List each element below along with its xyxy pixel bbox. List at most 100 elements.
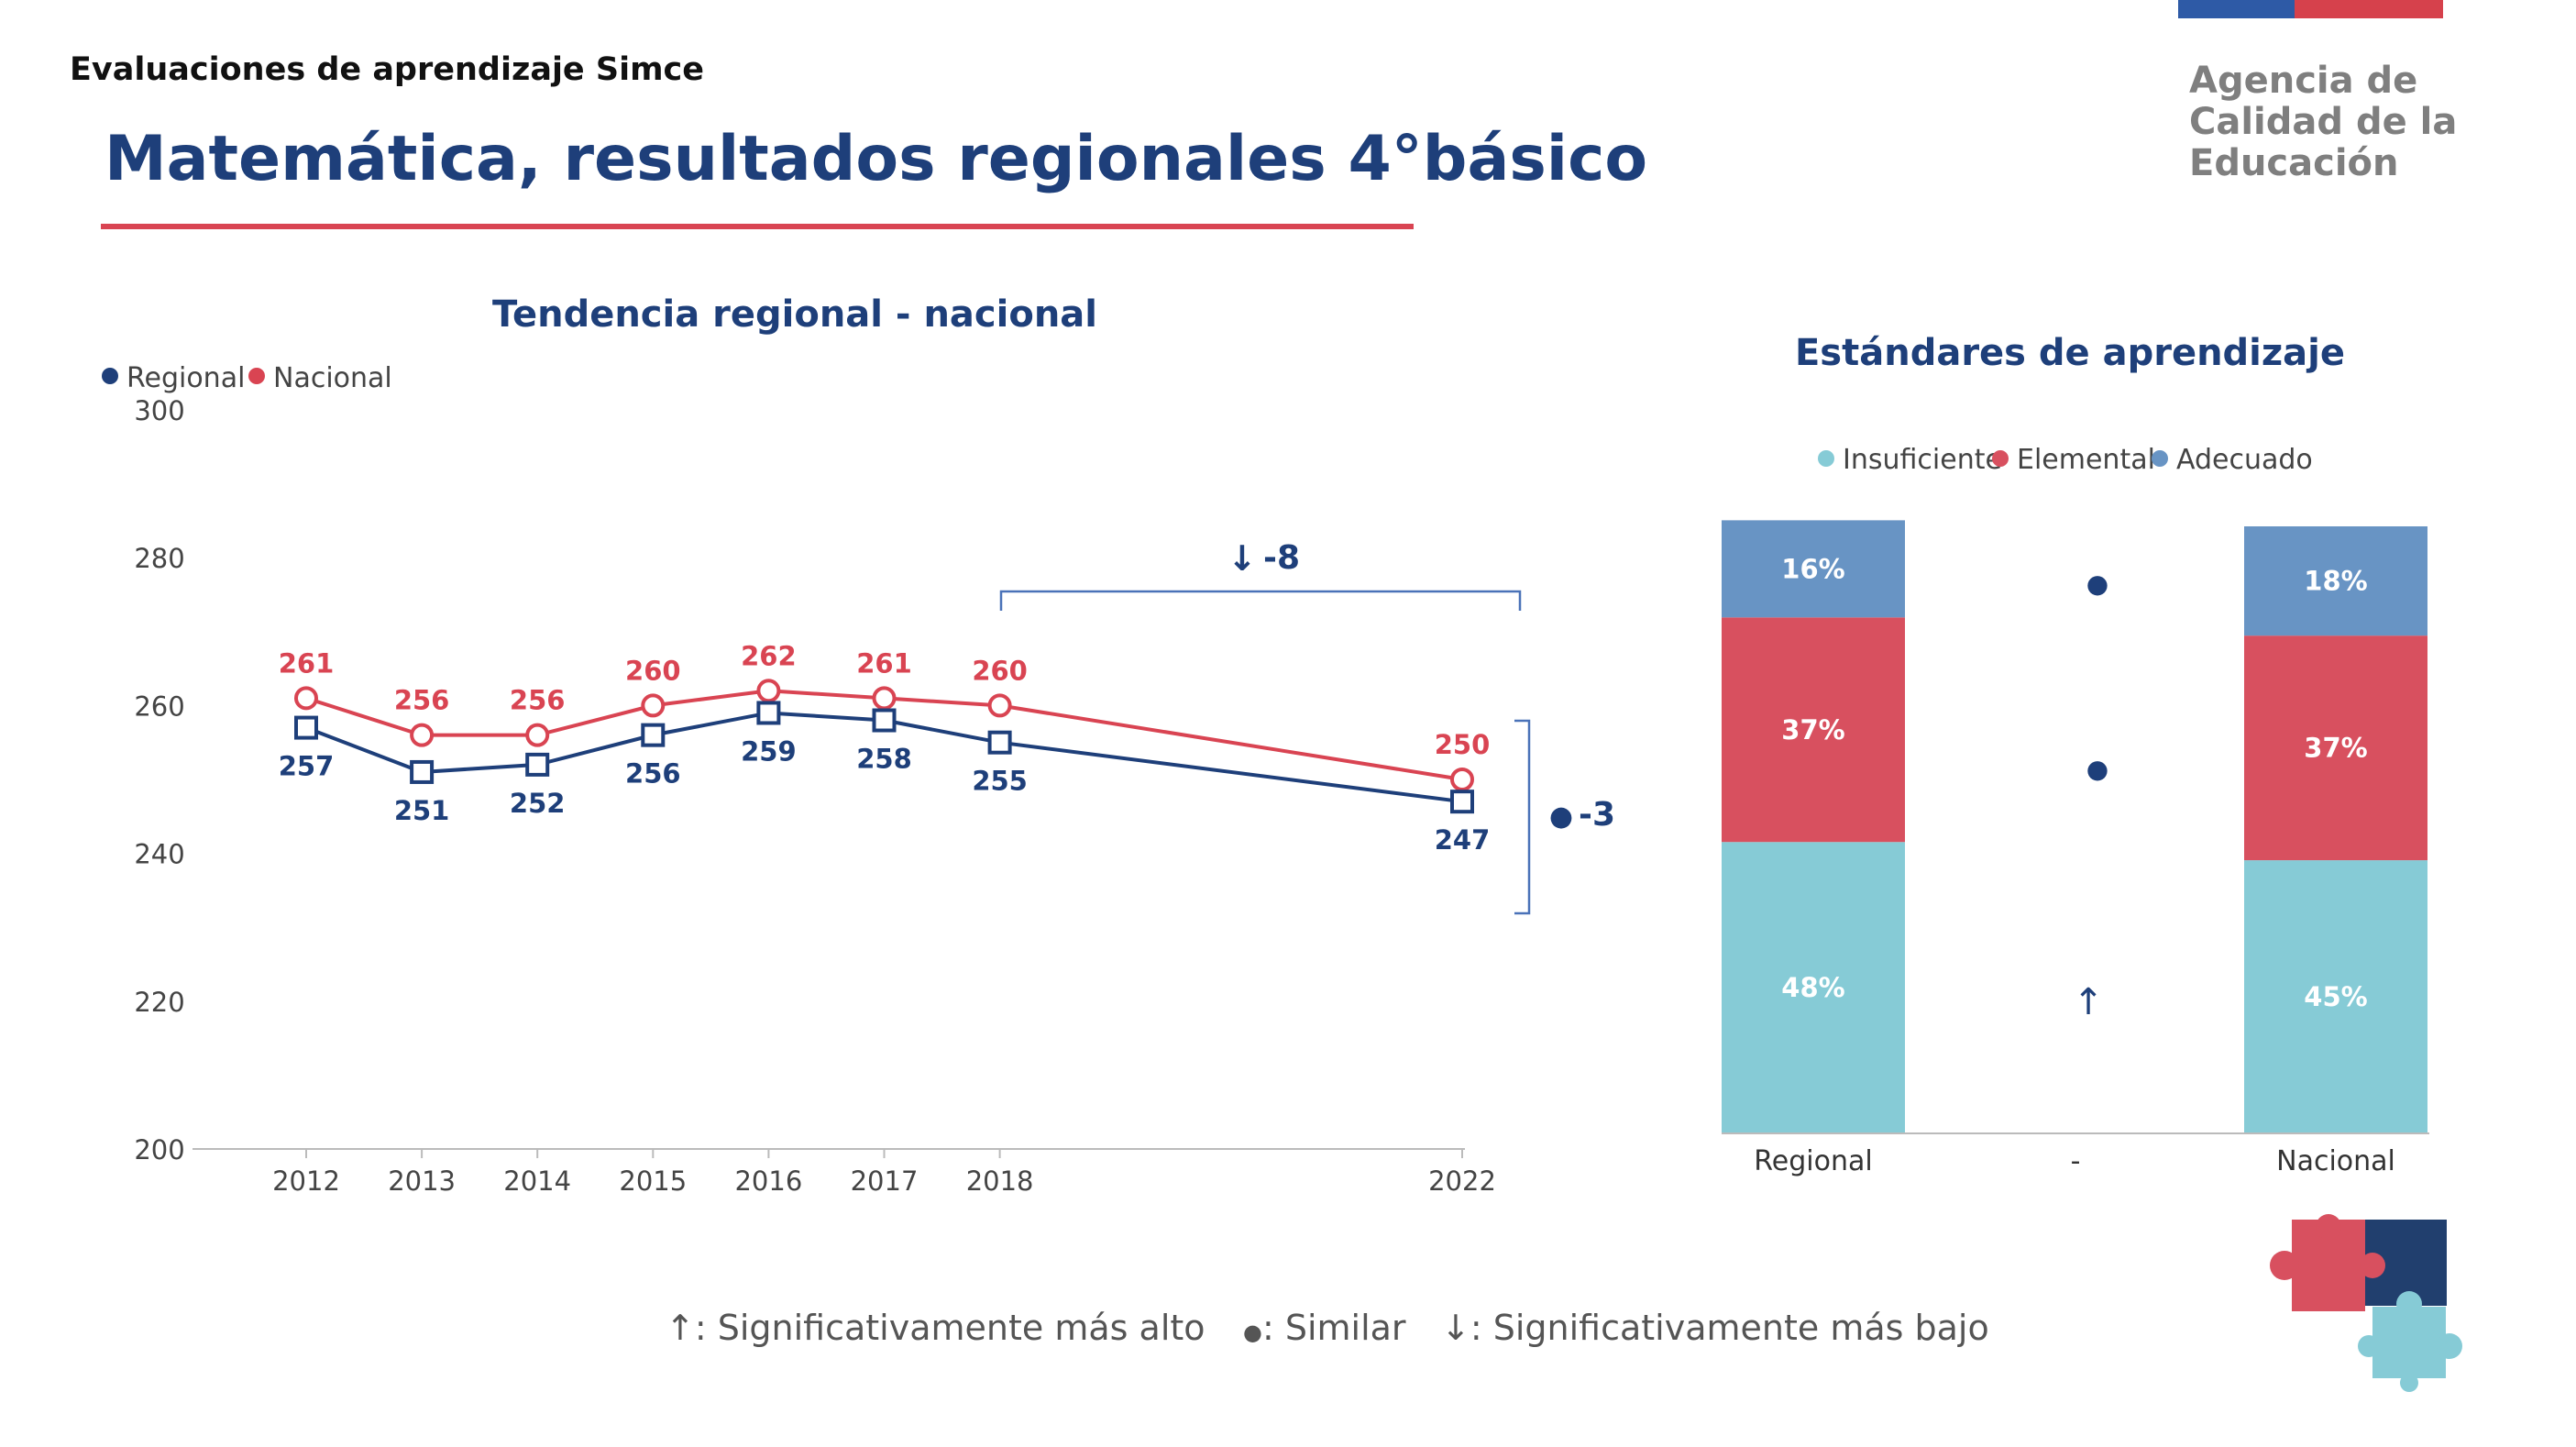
regional-point [294, 715, 318, 740]
legend-similar: ●: Similar [1243, 1308, 1406, 1348]
regional-points: 257 251 252 256 259 258 255 247 [279, 701, 1491, 856]
legend-similar-text: : Similar [1261, 1308, 1406, 1348]
change-bracket [999, 590, 1522, 611]
regional-data-label: 247 [1435, 824, 1491, 856]
trend-chart: Tendencia regional - nacional Regional N… [102, 293, 1615, 1197]
y-tick-label: 260 [134, 690, 184, 722]
nacional-point [641, 693, 666, 718]
standards-chart: Estándares de aprendizaje Insuficiente E… [1722, 332, 2429, 1177]
legend-elemental-dot [1992, 450, 2009, 467]
legend-adecuado-label: Adecuado [2176, 444, 2313, 476]
bar-category-labels: Regional - Nacional [1754, 1145, 2395, 1177]
legend-insuficiente-label: Insuficiente [1843, 444, 2002, 476]
significance-legend: ↑: Significativamente más alto ●: Simila… [0, 1308, 2576, 1353]
regional-data-label: 252 [510, 788, 566, 819]
regional-point [987, 730, 1012, 755]
y-tick-label: 300 [134, 395, 184, 426]
nacional-point [410, 723, 435, 747]
regional-line [305, 711, 1463, 804]
regional-data-label: 255 [972, 766, 1028, 797]
sig-adecuado: ● [2086, 569, 2108, 599]
gap-annotation: ● -3 [1514, 719, 1615, 915]
x-tick-label: 2016 [734, 1165, 802, 1197]
bar-data-label: 16% [1781, 553, 1844, 584]
regional-point [872, 708, 897, 733]
bar-data-label: 45% [2304, 981, 2367, 1012]
regional-data-label: 259 [741, 735, 797, 767]
bar-segment-insuficiente [2244, 860, 2427, 1133]
regional-point [410, 759, 435, 784]
standards-bars: 48% 37% 16% 45% 37% 18% [1722, 520, 2427, 1133]
legend-nacional-dot [248, 368, 265, 384]
page-title: Matemática, resultados regionales 4°bási… [105, 123, 1648, 195]
bar-category-label: - [2071, 1145, 2081, 1177]
sig-insuficiente: ↑ [2073, 981, 2104, 1023]
legend-adecuado-dot [2152, 450, 2168, 467]
dot-icon: ● [1243, 1320, 1262, 1345]
regional-data-label: 256 [625, 758, 681, 790]
legend-regional-dot [102, 368, 118, 384]
y-axis-ticks: 200 220 240 260 280 300 [134, 395, 184, 1165]
bar-category-label: Nacional [2276, 1145, 2395, 1177]
logo-line-3: Educación [2189, 142, 2399, 184]
regional-point [641, 723, 666, 747]
standards-legend: Insuficiente Elemental Adecuado [1818, 444, 2313, 476]
trend-chart-title: Tendencia regional - nacional [492, 293, 1097, 336]
title-underline [101, 224, 1414, 229]
gap-bracket [1514, 719, 1531, 915]
legend-nacional-label: Nacional [273, 362, 392, 394]
bar-category-label: Regional [1754, 1145, 1872, 1177]
change-annotation: ↓ -8 [999, 538, 1522, 611]
regional-point [525, 752, 550, 777]
legend-higher-text: : Significativamente más alto [694, 1308, 1205, 1348]
nacional-line [305, 689, 1463, 781]
y-tick-label: 200 [134, 1134, 184, 1165]
nacional-points: 261 256 256 260 262 261 260 250 [279, 640, 1490, 791]
legend-lower: ↓: Significativamente más bajo [1441, 1308, 1989, 1348]
nacional-point [872, 686, 897, 711]
regional-point [756, 701, 781, 725]
nacional-point [1450, 768, 1474, 791]
legend-higher: ↑: Significativamente más alto [666, 1308, 1205, 1348]
x-tick-label: 2013 [388, 1165, 456, 1197]
bar-segment-adecuado [2244, 526, 2427, 636]
x-axis-ticks: 2012 2013 2014 2015 2016 2017 2018 2022 [272, 1149, 1496, 1197]
nacional-data-label: 262 [741, 640, 797, 671]
nacional-point [756, 679, 781, 703]
x-tick-label: 2014 [503, 1165, 571, 1197]
legend-lower-text: : Significativamente más bajo [1470, 1308, 1989, 1348]
logo-line-2: Calidad de la [2189, 101, 2458, 143]
puzzle-icon [2270, 1214, 2462, 1392]
regional-data-label: 257 [279, 751, 335, 782]
standards-chart-title: Estándares de aprendizaje [1795, 332, 2345, 374]
gap-value: -3 [1579, 796, 1615, 834]
nacional-data-label: 261 [279, 647, 335, 679]
agency-logo: Agencia de Calidad de la Educación [2189, 61, 2457, 184]
bar-data-label: 48% [1781, 972, 1844, 1003]
y-tick-label: 240 [134, 839, 184, 870]
y-tick-label: 220 [134, 987, 184, 1018]
nacional-point [525, 723, 550, 747]
legend-insuficiente-dot [1818, 450, 1834, 467]
sig-elemental: ● [2086, 754, 2108, 784]
nacional-point [987, 693, 1012, 718]
regional-data-label: 258 [856, 744, 912, 775]
y-tick-label: 280 [134, 543, 184, 574]
x-tick-label: 2022 [1428, 1165, 1496, 1197]
bar-data-label: 18% [2304, 566, 2367, 597]
arrow-down-icon: ↓ [1441, 1308, 1470, 1348]
header-kicker: Evaluaciones de aprendizaje Simce [70, 51, 705, 88]
nacional-data-label: 260 [972, 655, 1028, 686]
x-tick-label: 2018 [966, 1165, 1034, 1197]
trend-legend: Regional Nacional [102, 362, 392, 394]
change-symbol: ↓ [1227, 538, 1257, 579]
x-tick-label: 2015 [619, 1165, 687, 1197]
change-value: -8 [1263, 539, 1300, 577]
logo-line-1: Agencia de [2189, 60, 2418, 102]
nacional-data-label: 260 [625, 655, 681, 686]
brand-stripe-red [2295, 0, 2443, 18]
x-tick-label: 2017 [851, 1165, 919, 1197]
bar-segment-elemental [1722, 617, 1905, 843]
bar-data-label: 37% [1781, 714, 1844, 746]
nacional-point [294, 686, 318, 711]
